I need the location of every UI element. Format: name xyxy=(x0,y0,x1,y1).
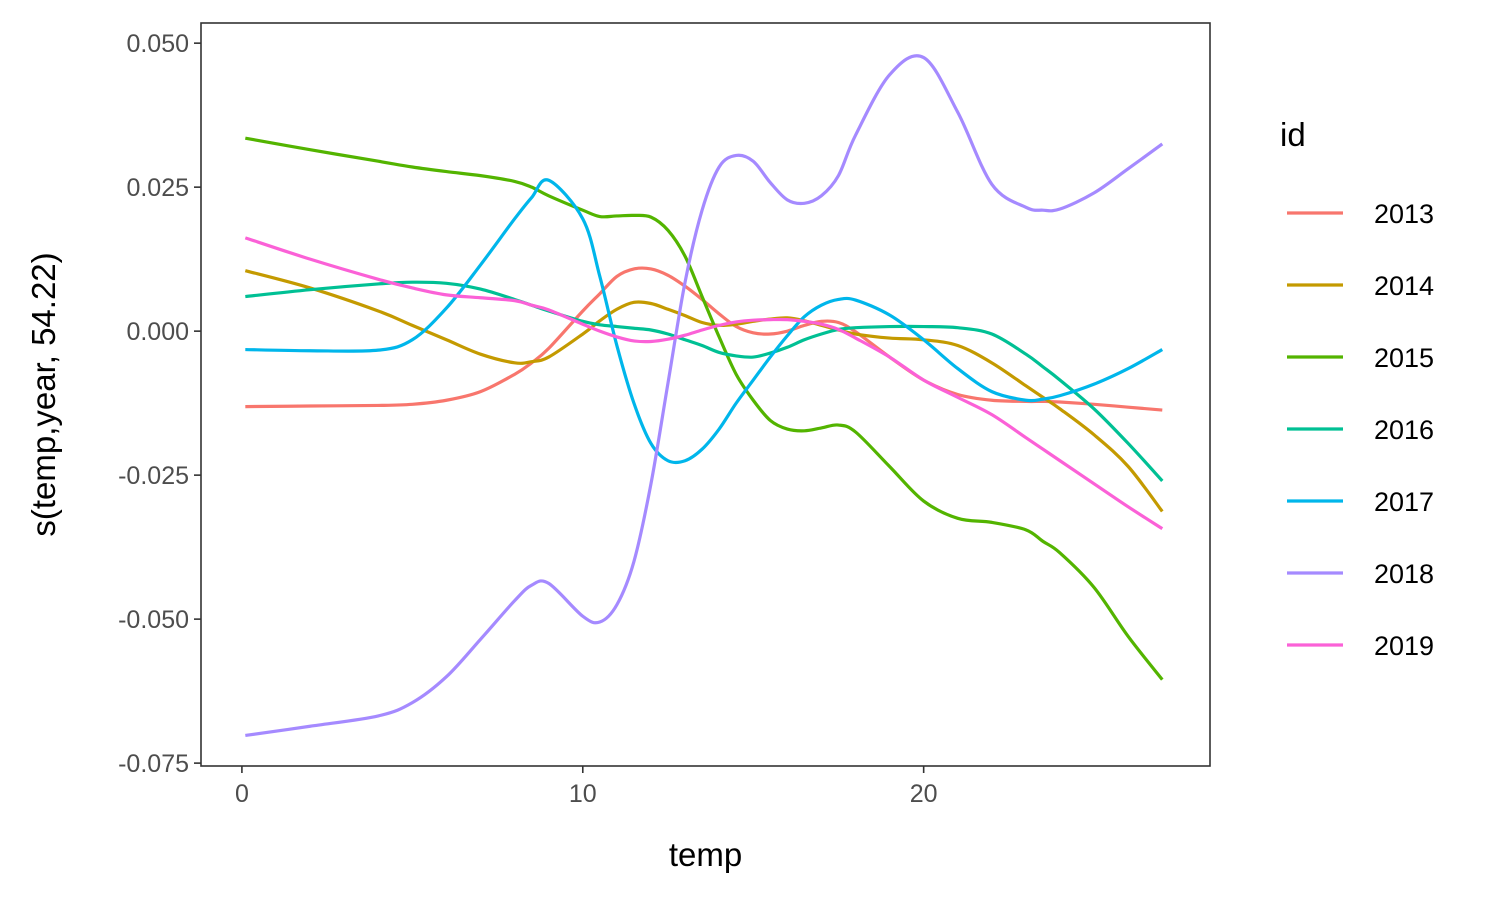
series-line-2015 xyxy=(245,136,1164,681)
y-axis-title: s(temp,year, 54.22) xyxy=(25,252,62,536)
legend-label-2015: 2015 xyxy=(1374,343,1434,373)
series-line-2018 xyxy=(245,54,1164,738)
legend-label-2018: 2018 xyxy=(1374,559,1434,589)
legend-label-2019: 2019 xyxy=(1374,631,1434,661)
y-tick-label: 0.025 xyxy=(126,174,189,202)
y-axis: -0.075 -0.050 -0.025 0.000 0.025 0.050 xyxy=(118,30,201,778)
x-axis: 0 10 20 xyxy=(235,766,938,808)
legend-label-2013: 2013 xyxy=(1374,199,1434,229)
plot-panel-border xyxy=(200,22,1211,767)
legend-label-2016: 2016 xyxy=(1374,415,1434,445)
series-line-2019 xyxy=(244,236,1164,531)
series-line-2016 xyxy=(245,280,1164,482)
legend-label-2014: 2014 xyxy=(1374,271,1434,301)
y-tick-label: 0.000 xyxy=(126,318,189,346)
y-tick-label: -0.075 xyxy=(118,750,189,778)
x-axis-title: temp xyxy=(669,836,742,873)
x-tick-label: 20 xyxy=(910,780,938,808)
legend-label-2017: 2017 xyxy=(1374,487,1434,517)
series-line-2017 xyxy=(245,178,1164,465)
legend-title: id xyxy=(1280,116,1306,153)
y-tick-label: -0.050 xyxy=(118,606,189,634)
legend: id 2013 2014 2015 2016 2017 2018 2019 xyxy=(1280,116,1434,661)
plot-lines xyxy=(244,54,1164,738)
series-line-2013 xyxy=(245,266,1163,412)
x-tick-label: 10 xyxy=(569,780,597,808)
x-tick-label: 0 xyxy=(235,780,249,808)
y-tick-label: -0.025 xyxy=(118,462,189,490)
y-tick-label: 0.050 xyxy=(126,30,189,58)
